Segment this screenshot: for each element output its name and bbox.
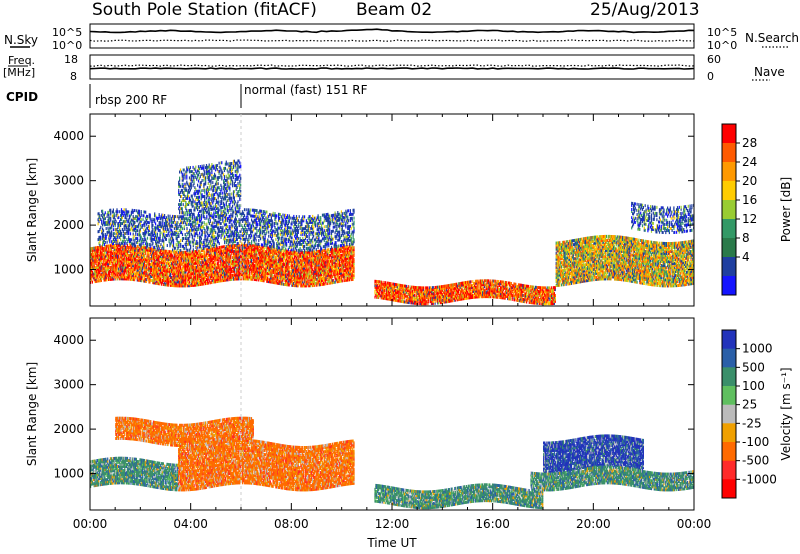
power-cell	[107, 241, 108, 244]
power-cell	[215, 263, 216, 266]
power-cell	[134, 209, 135, 212]
power-cell	[92, 281, 93, 284]
power-cell	[121, 232, 122, 235]
power-cell	[134, 221, 135, 224]
power-cell	[99, 214, 100, 217]
power-cell	[342, 279, 343, 282]
freq-panel-frame	[90, 55, 694, 79]
power-cell	[147, 215, 148, 218]
power-cell	[125, 236, 126, 239]
power-cell	[118, 216, 119, 219]
power-cell	[147, 237, 148, 240]
power-cell	[142, 218, 143, 221]
power-cell	[143, 244, 144, 247]
power-cell	[105, 211, 106, 214]
power-cell	[134, 235, 135, 238]
power-cell	[149, 225, 150, 228]
power-cell	[114, 232, 115, 235]
power-cell	[120, 238, 121, 241]
power-cell	[353, 246, 354, 249]
power-cell	[124, 208, 125, 211]
power-cell	[110, 209, 111, 212]
power-cell	[146, 231, 147, 234]
power-cell	[171, 250, 172, 253]
power-cell	[106, 227, 107, 230]
power-cell	[137, 237, 138, 240]
power-cell	[105, 217, 106, 220]
power-cell	[101, 220, 102, 223]
power-cell	[139, 210, 140, 213]
nsearch-series-line	[90, 40, 694, 41]
power-cell	[117, 210, 118, 213]
power-cell	[113, 209, 114, 212]
power-cell	[130, 232, 131, 235]
power-cell	[353, 258, 354, 261]
power-cell	[119, 210, 120, 213]
power-cell	[111, 230, 112, 233]
radar-figure: 1000200030004000Slant Range [km]28242016…	[0, 0, 800, 554]
nsky-series-line	[90, 29, 694, 32]
power-cell	[114, 212, 115, 215]
power-cell	[100, 226, 101, 229]
power-cell	[141, 210, 142, 213]
power-cell	[131, 238, 132, 241]
power-cell	[103, 233, 104, 236]
power-cell	[102, 210, 103, 213]
power-cell	[100, 236, 101, 239]
nave-series-line	[90, 65, 694, 66]
power-cell	[289, 266, 290, 269]
freq-series-line	[90, 68, 694, 69]
nsky-panel-frame	[90, 24, 694, 48]
power-cell	[119, 242, 120, 245]
power-cell	[113, 228, 114, 231]
power-cell	[105, 241, 106, 244]
power-cell	[128, 210, 129, 213]
power-cell	[125, 240, 126, 243]
power-cell	[149, 221, 150, 224]
power-cell	[103, 229, 104, 232]
power-cell	[204, 251, 205, 254]
power-cell	[143, 214, 144, 217]
power-cell	[110, 217, 111, 220]
power-cell	[99, 244, 100, 247]
power-cell	[147, 243, 148, 246]
power-cell	[145, 211, 146, 214]
power-cell	[137, 229, 138, 232]
power-heatmap-cells	[90, 159, 694, 305]
power-cell	[116, 220, 117, 223]
power-cell	[141, 218, 142, 221]
power-cell	[150, 243, 151, 246]
